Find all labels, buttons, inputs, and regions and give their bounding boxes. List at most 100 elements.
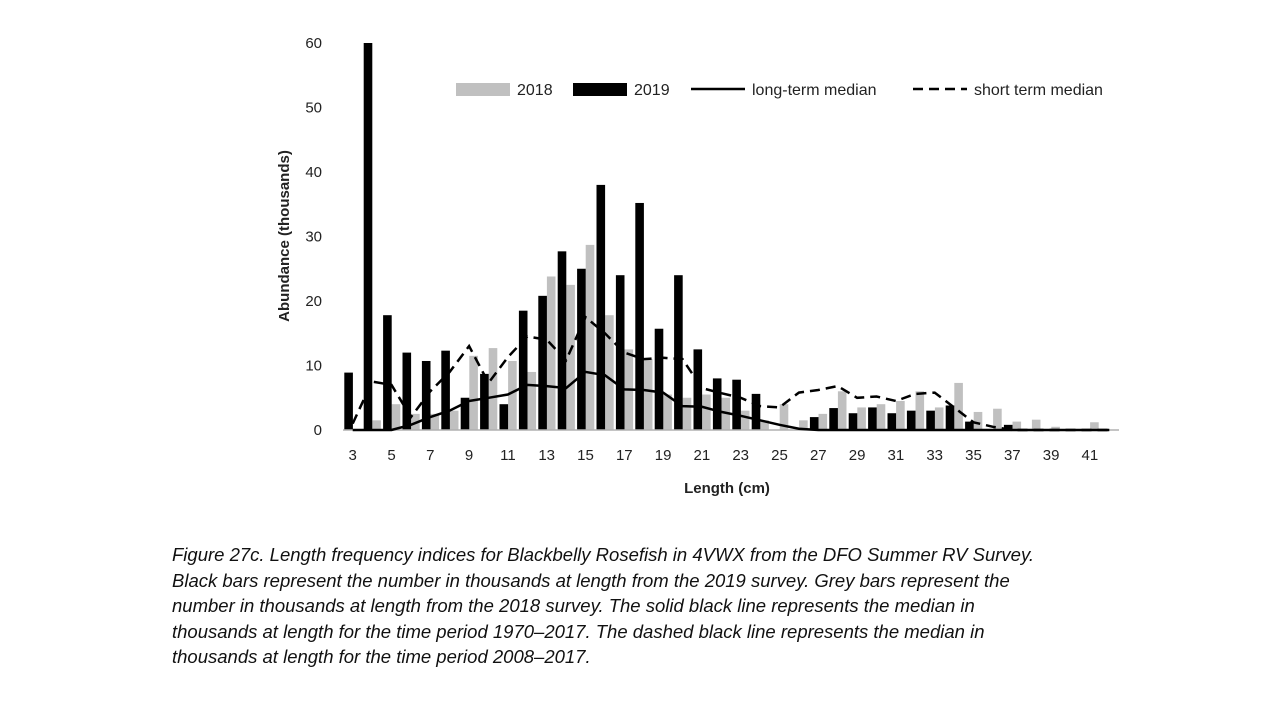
bar-2019: [402, 352, 412, 430]
legend: 2018 2019 long-term median short term me…: [456, 82, 1103, 99]
bar-2018: [430, 413, 440, 430]
bar-2018: [954, 382, 963, 430]
caption-line: Black bars represent the number in thous…: [172, 569, 1010, 591]
bar-2018: [1012, 421, 1022, 430]
legend-label-short-term-median: short term median: [974, 82, 1103, 99]
caption-line: number in thousands at length from the 2…: [172, 595, 975, 616]
bar-2018: [973, 411, 983, 430]
y-axis-tick-labels: 0 10 20 30 40 50 60: [305, 35, 322, 439]
legend-label-long-term-median: long-term median: [752, 82, 877, 99]
y-tick-label: 60: [305, 35, 322, 52]
bar-2019: [926, 410, 935, 430]
x-tick-label: 33: [926, 447, 943, 464]
bar-2018: [566, 284, 575, 430]
bar-2018: [896, 400, 905, 430]
bar-2019: [829, 408, 838, 430]
legend-label-2018: 2018: [517, 82, 553, 99]
bar-2018: [663, 394, 672, 430]
bar-2019: [906, 410, 916, 430]
x-tick-label: 39: [1043, 447, 1060, 464]
bar-2019: [344, 372, 353, 430]
bar-2019: [480, 373, 489, 430]
x-tick-label: 17: [616, 447, 633, 464]
x-tick-label: 29: [849, 447, 866, 464]
bar-2019: [945, 405, 955, 430]
bar-2018: [585, 244, 595, 430]
bar-2018: [857, 407, 866, 430]
bar-2018: [818, 413, 828, 430]
x-tick-label: 37: [1004, 447, 1021, 464]
bar-2019: [557, 251, 567, 430]
x-tick-label: 11: [500, 447, 516, 464]
bars-2019-series: [344, 43, 1013, 430]
bar-2019: [674, 275, 683, 430]
long-term-median-line: [352, 370, 1110, 432]
bar-2019: [868, 407, 877, 430]
x-axis-tick-labels: 3 5 7 9 11 13 15 17 19 21 23 25 27 29 31 33 35 37 39 41: [349, 447, 1099, 464]
bar-2018: [837, 391, 847, 430]
bar-2019: [363, 43, 373, 430]
bar-2019: [887, 413, 897, 430]
y-tick-label: 20: [305, 293, 322, 310]
legend-label-2019: 2019: [634, 82, 670, 99]
bar-2018: [993, 408, 1002, 430]
bar-2019: [809, 417, 819, 430]
bar-2018: [1090, 422, 1099, 430]
bar-2018: [740, 410, 750, 430]
bar-2019: [732, 379, 741, 430]
bar-2019: [441, 350, 450, 430]
bar-2019: [751, 393, 761, 430]
bar-2019: [654, 328, 664, 430]
y-tick-label: 10: [305, 358, 322, 375]
bar-2019: [596, 184, 606, 430]
bar-2019: [712, 378, 722, 430]
caption-line: Figure 27c. Length frequency indices for…: [172, 544, 1034, 565]
x-tick-label: 35: [965, 447, 982, 464]
x-tick-label: 13: [538, 447, 555, 464]
bar-2018: [449, 410, 459, 430]
x-tick-label: 23: [732, 447, 749, 464]
x-tick-label: 15: [577, 447, 594, 464]
bar-2019: [693, 349, 703, 430]
bar-2019: [848, 413, 858, 430]
bar-2018: [876, 404, 886, 430]
x-tick-label: 41: [1082, 447, 1099, 464]
bar-2018: [934, 407, 944, 430]
bar-2019: [1003, 424, 1013, 430]
bar-2018: [391, 404, 401, 430]
x-tick-label: 27: [810, 447, 827, 464]
bar-2018: [643, 359, 653, 430]
bar-2018: [1051, 426, 1060, 430]
bar-2018: [799, 420, 808, 430]
bar-2019: [577, 268, 586, 430]
bar-2018: [702, 394, 711, 430]
x-tick-label: 7: [426, 447, 434, 464]
x-tick-label: 9: [465, 447, 473, 464]
short-term-median-line: [351, 315, 1110, 432]
y-tick-label: 0: [314, 422, 322, 439]
x-tick-label: 31: [888, 447, 905, 464]
bar-2019: [460, 397, 470, 430]
caption-line: thousands at length for the time period …: [172, 620, 985, 642]
bar-2019: [615, 275, 625, 430]
bar-2019: [383, 315, 392, 430]
bar-2018: [682, 397, 692, 430]
x-tick-label: 5: [387, 447, 395, 464]
legend-swatch-2019: [573, 83, 627, 96]
bar-2019: [538, 295, 547, 430]
bar-2018: [779, 404, 789, 430]
y-axis-title: Abundance (thousands): [276, 150, 293, 322]
x-tick-label: 3: [349, 447, 357, 464]
bar-2018: [915, 391, 925, 430]
x-tick-label: 19: [655, 447, 672, 464]
bar-2018: [469, 355, 478, 430]
bar-2019: [499, 404, 509, 430]
y-tick-label: 40: [305, 164, 322, 181]
x-tick-label: 21: [694, 447, 711, 464]
bar-2018: [605, 315, 614, 430]
bar-2018: [760, 420, 769, 430]
bar-2019: [965, 421, 974, 430]
x-axis-title: Length (cm): [684, 480, 770, 497]
bar-2019: [518, 310, 528, 430]
